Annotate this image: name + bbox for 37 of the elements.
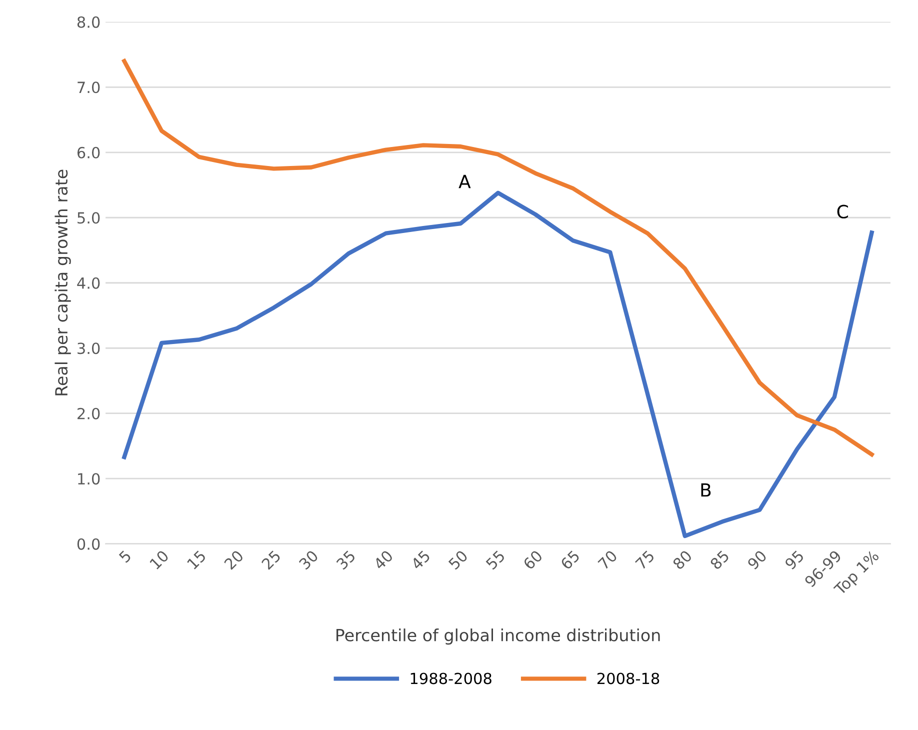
x-tick-label: 95 bbox=[784, 550, 804, 570]
y-tick-label: 8.0 bbox=[77, 16, 100, 28]
legend-label: 2008-18 bbox=[597, 672, 660, 684]
y-tick-label: 3.0 bbox=[78, 342, 100, 354]
legend-label: 1988-2008 bbox=[410, 672, 492, 684]
y-tick-label: 0.0 bbox=[77, 538, 100, 550]
x-tick-label: 65 bbox=[560, 550, 580, 570]
x-tick-label: 35 bbox=[336, 550, 356, 570]
y-axis-title: Real per capita growth rate bbox=[54, 170, 71, 396]
x-tick-label: 60 bbox=[522, 550, 544, 570]
x-tick-label: 90 bbox=[746, 550, 768, 570]
x-tick-label: 80 bbox=[672, 550, 693, 570]
y-tick-label: 2.0 bbox=[78, 408, 100, 420]
x-tick-label: 5 bbox=[118, 550, 132, 564]
annotation: A bbox=[458, 174, 471, 188]
annotation: B bbox=[701, 483, 711, 497]
y-tick-label: 5.0 bbox=[78, 212, 100, 224]
x-tick-label: 85 bbox=[709, 550, 730, 570]
y-tick-label: 6.0 bbox=[77, 146, 100, 158]
x-tick-label: 75 bbox=[634, 550, 655, 570]
x-tick-label: 55 bbox=[485, 550, 506, 570]
x-tick-label: 20 bbox=[224, 550, 244, 570]
y-tick-label: 1.0 bbox=[78, 473, 100, 485]
x-tick-label: 40 bbox=[372, 550, 394, 570]
x-tick-label: 50 bbox=[448, 550, 468, 570]
x-tick-label: 70 bbox=[597, 550, 618, 570]
annotation: C bbox=[837, 204, 848, 218]
x-tick-label: 30 bbox=[298, 550, 319, 570]
x-tick-label: 10 bbox=[149, 550, 170, 570]
x-tick-label: 25 bbox=[260, 550, 282, 570]
x-tick-label: 45 bbox=[410, 550, 431, 570]
line-series bbox=[122, 190, 874, 538]
y-tick-label: 4.0 bbox=[77, 277, 100, 289]
line-series bbox=[122, 58, 874, 457]
y-tick-label: 7.0 bbox=[78, 82, 100, 94]
x-tick-label: 15 bbox=[186, 550, 206, 570]
x-axis-title: Percentile of global income distribution bbox=[336, 628, 660, 645]
